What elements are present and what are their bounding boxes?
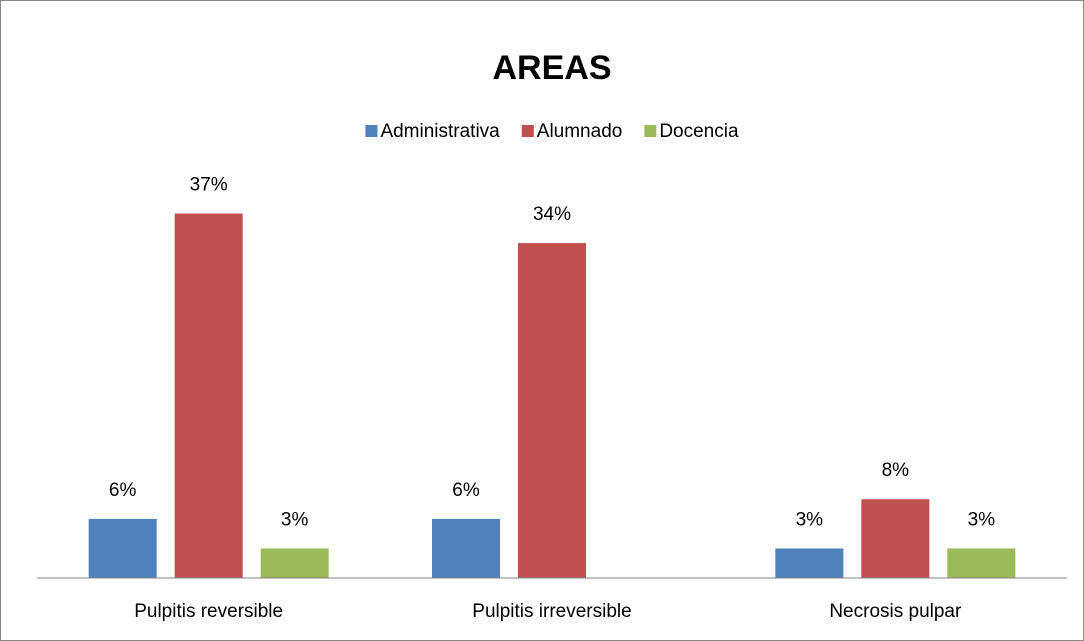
- legend-label: Docencia: [659, 121, 739, 142]
- bar: [861, 499, 930, 578]
- bar: [947, 548, 1016, 578]
- legend-swatch: [365, 125, 378, 137]
- x-tick-label: Necrosis pulpar: [829, 601, 962, 622]
- bar: [518, 243, 586, 578]
- legend-swatch: [644, 125, 657, 137]
- x-tick-label: Pulpitis irreversible: [472, 601, 631, 622]
- bar: [432, 518, 500, 578]
- bar: [88, 518, 157, 578]
- x-tick-label: Pulpitis reversible: [134, 601, 283, 622]
- bar: [260, 548, 329, 578]
- data-label: 34%: [533, 204, 571, 225]
- data-label: 3%: [796, 509, 824, 530]
- data-label: 3%: [281, 509, 309, 530]
- legend-label: Alumnado: [537, 121, 623, 142]
- legend-label: Administrativa: [380, 121, 500, 142]
- data-label: 37%: [190, 175, 228, 196]
- data-label: 6%: [452, 480, 480, 501]
- chart-title: AREAS: [492, 49, 611, 87]
- bar: [775, 548, 844, 578]
- data-label: 8%: [882, 460, 910, 481]
- bar: [174, 213, 243, 579]
- legend-swatch: [521, 125, 534, 137]
- data-label: 6%: [109, 480, 137, 501]
- data-label: 3%: [968, 509, 996, 530]
